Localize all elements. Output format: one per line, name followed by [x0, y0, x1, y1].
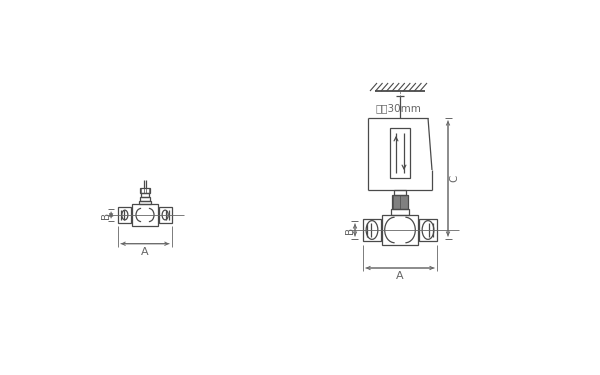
- Bar: [140, 197, 150, 201]
- Bar: [391, 209, 409, 215]
- Text: C: C: [449, 175, 459, 182]
- Text: 大为30mm: 大为30mm: [375, 103, 421, 113]
- Bar: [390, 128, 410, 178]
- Bar: [158, 207, 172, 223]
- Bar: [140, 188, 150, 194]
- Bar: [419, 219, 437, 241]
- Text: A: A: [141, 247, 149, 257]
- Text: B: B: [345, 226, 355, 234]
- Bar: [363, 219, 381, 241]
- Bar: [139, 201, 151, 204]
- Bar: [394, 190, 406, 195]
- Bar: [392, 195, 408, 209]
- Bar: [382, 215, 418, 245]
- Text: A: A: [396, 271, 404, 281]
- Text: B: B: [101, 211, 111, 219]
- Bar: [118, 207, 131, 223]
- Bar: [132, 204, 158, 226]
- Bar: [142, 194, 149, 197]
